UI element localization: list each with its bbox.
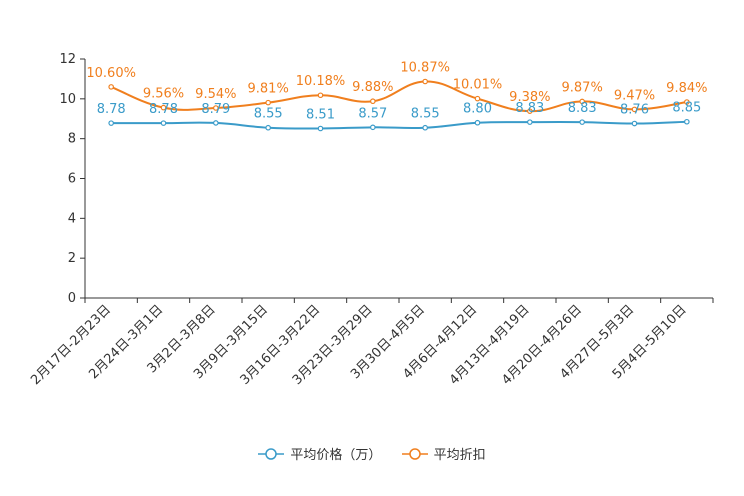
- data-point-1: [684, 99, 690, 105]
- data-label-0: 8.83: [515, 101, 544, 116]
- data-label-0: 8.83: [568, 101, 597, 116]
- data-label-0: 8.79: [201, 102, 230, 117]
- legend-marker-discount: [401, 447, 428, 460]
- data-point-0: [422, 124, 428, 131]
- data-point-1: [527, 108, 533, 114]
- data-label-0: 8.78: [97, 102, 126, 117]
- data-point-0: [631, 120, 638, 127]
- data-point-0: [684, 118, 690, 125]
- data-point-0: [265, 124, 271, 131]
- data-label-0: 8.57: [358, 106, 387, 121]
- data-label-0: 8.78: [149, 102, 178, 117]
- series-line-1: [110, 80, 687, 113]
- chart-series: [108, 78, 690, 132]
- y-tick-label: 6: [68, 172, 76, 187]
- data-point-0: [527, 119, 533, 125]
- data-label-1: 10.87%: [400, 61, 450, 76]
- data-label-0: 8.51: [306, 108, 335, 123]
- data-point-1: [108, 84, 114, 90]
- data-point-0: [317, 125, 324, 132]
- chart-data-labels: 8.78 8.78 8.79 8.55 8.51 8.57 8.55 8.80 8.83 8.83…: [86, 61, 707, 123]
- data-label-0: 8.55: [254, 107, 283, 122]
- y-tick-label: 10: [59, 92, 76, 107]
- data-point-1: [422, 78, 428, 85]
- y-tick-label: 4: [68, 211, 76, 226]
- data-label-0: 8.85: [672, 101, 701, 116]
- legend-item-price[interactable]: 平均价格（万）: [258, 444, 381, 463]
- data-point-0: [108, 120, 114, 126]
- data-label-1: 9.56%: [143, 87, 184, 102]
- line-chart: 0246810122月17日-2月23日2月24日-3月1日3月2日-3月8日3…: [28, 52, 714, 388]
- data-point-1: [213, 105, 219, 111]
- chart-legend: 平均价格（万） 平均折扣: [0, 444, 744, 465]
- data-point-0: [579, 119, 585, 125]
- data-label-0: 8.55: [411, 107, 440, 122]
- data-point-1: [474, 95, 481, 102]
- y-tick-label: 2: [68, 251, 76, 266]
- data-point-0: [160, 120, 167, 126]
- data-label-1: 10.60%: [86, 66, 136, 81]
- data-point-1: [579, 98, 585, 105]
- data-label-1: 9.88%: [352, 80, 393, 95]
- data-point-0: [370, 124, 376, 131]
- data-point-0: [474, 119, 481, 126]
- legend-marker-price: [258, 447, 285, 460]
- data-label-1: 9.47%: [614, 88, 655, 103]
- data-point-1: [317, 92, 324, 99]
- legend-item-discount[interactable]: 平均折扣: [401, 444, 486, 463]
- legend-label-discount: 平均折扣: [433, 448, 486, 463]
- data-point-0: [213, 120, 219, 126]
- y-tick-label: 12: [59, 52, 76, 67]
- data-label-1: 10.01%: [453, 78, 503, 93]
- legend-label-price: 平均价格（万）: [290, 448, 382, 463]
- y-tick-label: 0: [68, 291, 76, 306]
- data-label-1: 9.87%: [562, 80, 603, 95]
- data-label-1: 10.18%: [296, 74, 346, 89]
- data-point-1: [631, 106, 638, 113]
- data-label-0: 8.76: [620, 103, 649, 118]
- y-tick-label: 8: [68, 132, 76, 147]
- data-label-0: 8.80: [463, 102, 492, 117]
- data-point-1: [265, 99, 271, 106]
- data-point-1: [160, 104, 167, 111]
- data-label-1: 9.81%: [248, 82, 289, 97]
- series-line-0: [111, 120, 687, 130]
- data-point-1: [370, 98, 376, 105]
- data-label-1: 9.38%: [509, 90, 550, 105]
- data-label-1: 9.54%: [195, 87, 236, 102]
- data-label-1: 9.84%: [666, 81, 707, 96]
